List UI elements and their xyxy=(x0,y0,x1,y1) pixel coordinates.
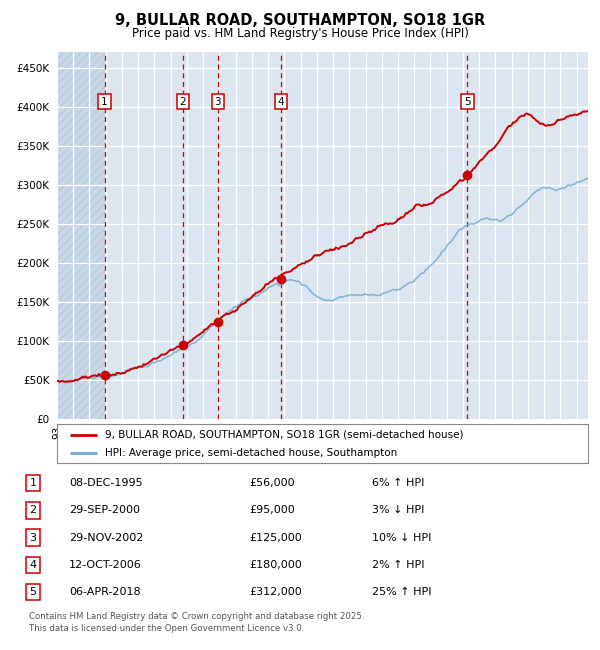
Text: 29-SEP-2000: 29-SEP-2000 xyxy=(69,505,140,515)
Text: 2% ↑ HPI: 2% ↑ HPI xyxy=(372,560,425,570)
Text: 2: 2 xyxy=(179,97,186,107)
Text: HPI: Average price, semi-detached house, Southampton: HPI: Average price, semi-detached house,… xyxy=(105,448,397,458)
Text: 4: 4 xyxy=(29,560,37,570)
Text: 29-NOV-2002: 29-NOV-2002 xyxy=(69,532,143,543)
Text: 06-APR-2018: 06-APR-2018 xyxy=(69,587,140,597)
Text: 9, BULLAR ROAD, SOUTHAMPTON, SO18 1GR: 9, BULLAR ROAD, SOUTHAMPTON, SO18 1GR xyxy=(115,13,485,28)
Text: 9, BULLAR ROAD, SOUTHAMPTON, SO18 1GR (semi-detached house): 9, BULLAR ROAD, SOUTHAMPTON, SO18 1GR (s… xyxy=(105,430,463,439)
Text: 3: 3 xyxy=(215,97,221,107)
Text: 5: 5 xyxy=(29,587,37,597)
Text: 25% ↑ HPI: 25% ↑ HPI xyxy=(372,587,431,597)
Text: £125,000: £125,000 xyxy=(249,532,302,543)
Text: £56,000: £56,000 xyxy=(249,478,295,488)
Text: 5: 5 xyxy=(464,97,470,107)
Text: 2: 2 xyxy=(29,505,37,515)
Text: 10% ↓ HPI: 10% ↓ HPI xyxy=(372,532,431,543)
Text: £180,000: £180,000 xyxy=(249,560,302,570)
Text: Price paid vs. HM Land Registry's House Price Index (HPI): Price paid vs. HM Land Registry's House … xyxy=(131,27,469,40)
Text: £95,000: £95,000 xyxy=(249,505,295,515)
Text: 3% ↓ HPI: 3% ↓ HPI xyxy=(372,505,424,515)
Text: 3: 3 xyxy=(29,532,37,543)
Text: 08-DEC-1995: 08-DEC-1995 xyxy=(69,478,143,488)
Text: 12-OCT-2006: 12-OCT-2006 xyxy=(69,560,142,570)
Text: 1: 1 xyxy=(101,97,108,107)
Text: 4: 4 xyxy=(277,97,284,107)
Text: £312,000: £312,000 xyxy=(249,587,302,597)
Bar xyxy=(57,52,104,419)
Bar xyxy=(57,52,104,419)
Text: 6% ↑ HPI: 6% ↑ HPI xyxy=(372,478,424,488)
Text: Contains HM Land Registry data © Crown copyright and database right 2025.
This d: Contains HM Land Registry data © Crown c… xyxy=(29,612,364,633)
Text: 1: 1 xyxy=(29,478,37,488)
